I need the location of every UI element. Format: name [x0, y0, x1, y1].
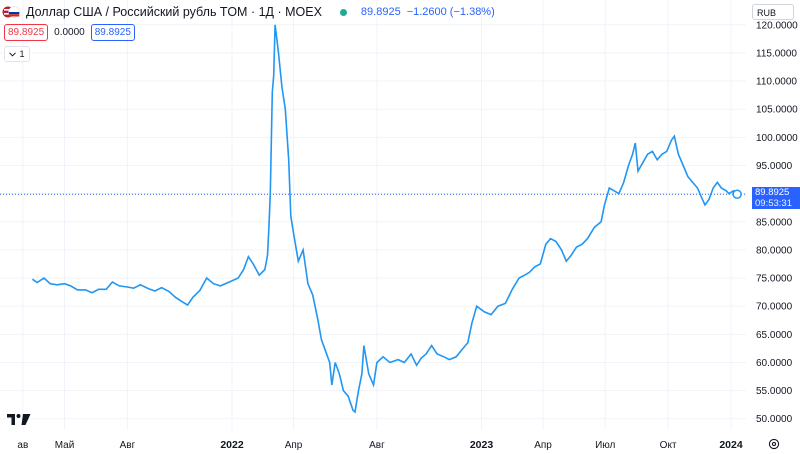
x-tick-label: Окт [660, 440, 677, 451]
x-tick-label: ав [17, 440, 28, 451]
series-line [31, 24, 738, 414]
price-change: −1.2600 (−1.38%) [406, 6, 495, 18]
currency-selector[interactable]: RUB [752, 4, 794, 20]
y-tick-label: 55.0000 [756, 386, 793, 397]
indicator-count: 1 [19, 49, 25, 59]
y-tick-label: 70.0000 [756, 302, 793, 313]
chevron-down-icon [9, 51, 17, 57]
y-tick-label: 80.0000 [756, 245, 793, 256]
buy-price-button[interactable]: 89.8925 [90, 24, 135, 41]
flag-icon [2, 6, 20, 18]
x-tick-label: Авг [369, 440, 385, 451]
last-price: 89.8925 [360, 6, 401, 18]
quote-row: 89.8925 0.0000 89.8925 [4, 24, 135, 41]
x-tick-label: 2022 [220, 439, 244, 451]
y-tick-label: 120.0000 [756, 20, 798, 31]
y-tick-label: 95.0000 [756, 161, 793, 172]
settings-icon[interactable] [768, 438, 780, 450]
y-tick-label: 50.0000 [756, 414, 793, 425]
x-tick-label: 2024 [719, 439, 743, 451]
chart-header: Доллар США / Российский рубль TOM · 1Д ·… [0, 0, 495, 24]
symbol-title[interactable]: Доллар США / Российский рубль TOM · 1Д ·… [26, 5, 322, 19]
y-tick-label: 115.0000 [756, 48, 797, 59]
x-tick-label: Авг [120, 440, 136, 451]
y-tick-label: 75.0000 [756, 274, 793, 285]
y-tick-label: 110.0000 [756, 77, 797, 88]
tradingview-logo-icon [7, 414, 31, 425]
last-price-tag-value: 89.8925 [755, 187, 790, 199]
x-tick-label: Май [55, 440, 75, 451]
collapse-indicators-button[interactable]: 1 [4, 46, 30, 62]
y-tick-label: 100.0000 [756, 133, 798, 144]
y-tick-label: 65.0000 [756, 330, 793, 341]
last-price-label: 89.8925 09:53:31 [752, 187, 800, 210]
y-tick-label: 105.0000 [756, 105, 798, 116]
last-price-dot [732, 189, 742, 199]
x-tick-label: Июл [595, 440, 615, 451]
x-tick-label: 2023 [470, 439, 494, 451]
market-status-icon [339, 8, 347, 16]
x-tick-label: Апр [534, 440, 552, 451]
y-tick-label: 85.0000 [756, 217, 793, 228]
spread-value: 0.0000 [54, 27, 85, 38]
last-price-tag-time: 09:53:31 [755, 197, 792, 209]
sell-price-button[interactable]: 89.8925 [4, 24, 49, 41]
y-tick-label: 60.0000 [756, 358, 793, 369]
x-tick-label: Апр [285, 440, 303, 451]
